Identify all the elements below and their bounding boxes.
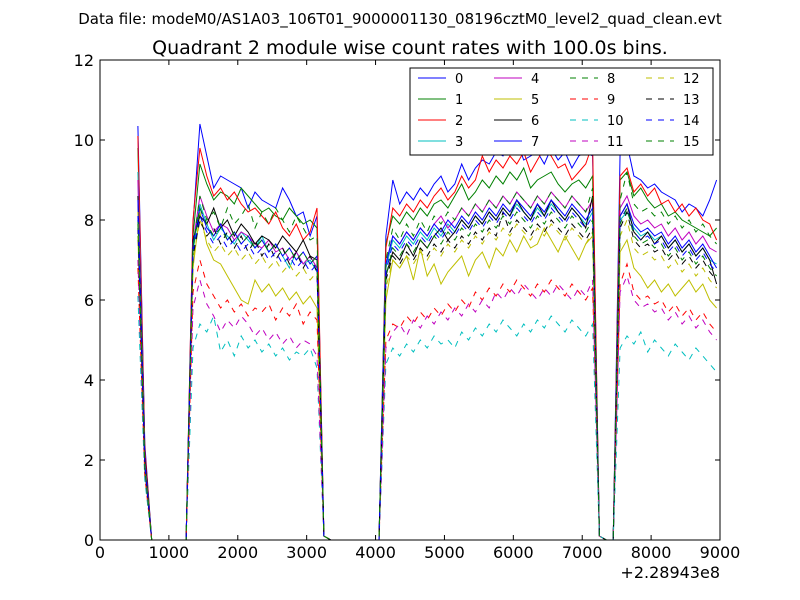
x-tick-label: 5000: [424, 543, 465, 562]
series-line-15: [137, 206, 717, 541]
legend-label-1: 1: [455, 93, 463, 108]
legend-label-0: 0: [455, 72, 463, 87]
y-tick-label: 12: [74, 51, 94, 70]
series-line-10: [137, 295, 717, 541]
plot-lines: [137, 123, 718, 541]
series-line-14: [137, 206, 717, 541]
legend-label-3: 3: [455, 135, 463, 150]
series-line-9: [137, 259, 717, 541]
series-line-3: [137, 171, 717, 541]
series-line-11: [137, 259, 717, 541]
y-tick-label: 2: [84, 451, 94, 470]
legend-label-2: 2: [455, 114, 463, 129]
chart-title: Quadrant 2 module wise count rates with …: [152, 37, 668, 59]
y-tick-label: 0: [84, 531, 94, 550]
series-line-8: [137, 171, 717, 541]
legend-label-11: 11: [607, 135, 624, 150]
x-tick-label: 8000: [631, 543, 672, 562]
data-file-label: Data file: modeM0/AS1A03_106T01_90000011…: [78, 10, 722, 29]
series-line-5: [137, 211, 717, 541]
legend-label-15: 15: [683, 135, 700, 150]
y-tick-label: 4: [84, 371, 94, 390]
x-tick-label: 1000: [149, 543, 190, 562]
x-axis: 0 1000 2000 3000 4000 5000 6000 7000 8000 9000: [95, 60, 740, 562]
x-tick-label: 7000: [562, 543, 603, 562]
legend-label-14: 14: [683, 114, 700, 129]
x-tick-label: 4000: [355, 543, 396, 562]
x-tick-label: 9000: [700, 543, 741, 562]
legend-label-9: 9: [607, 93, 615, 108]
legend-label-10: 10: [607, 114, 624, 129]
series-line-12: [137, 211, 717, 541]
x-tick-label: 3000: [286, 543, 327, 562]
x-offset-label: +2.28943e8: [620, 563, 720, 582]
y-tick-label: 6: [84, 291, 94, 310]
x-tick-label: 6000: [493, 543, 534, 562]
legend-label-12: 12: [683, 72, 700, 87]
series-line-13: [137, 210, 717, 541]
y-tick-label: 8: [84, 211, 94, 230]
legend-label-8: 8: [607, 72, 615, 87]
x-tick-label: 2000: [217, 543, 258, 562]
legend-label-13: 13: [683, 93, 700, 108]
x-tick-label: 0: [95, 543, 105, 562]
legend-label-6: 6: [531, 114, 539, 129]
legend-label-7: 7: [531, 135, 539, 150]
series-line-2: [137, 135, 718, 541]
y-tick-label: 10: [74, 131, 94, 150]
legend-label-5: 5: [531, 93, 539, 108]
legend-label-4: 4: [531, 72, 539, 87]
